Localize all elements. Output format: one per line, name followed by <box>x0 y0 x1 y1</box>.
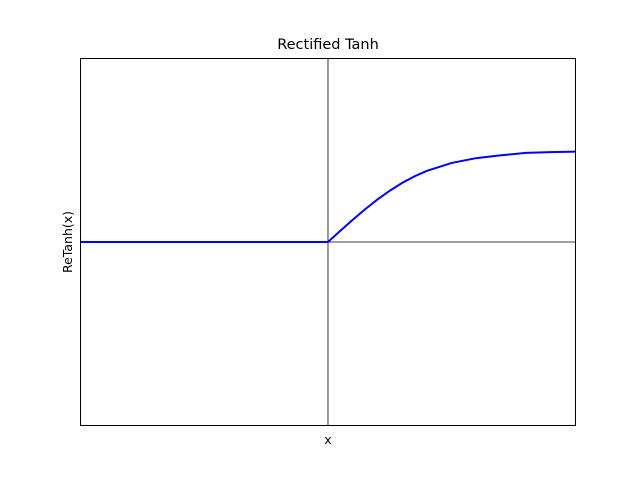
chart-title: Rectified Tanh <box>277 37 379 53</box>
series-line-1 <box>80 150 576 243</box>
x-axis-label: x <box>324 432 331 447</box>
axes-frame <box>80 58 576 426</box>
y-axis-label: ReTanh(x) <box>60 211 75 273</box>
plot-area <box>80 58 576 426</box>
